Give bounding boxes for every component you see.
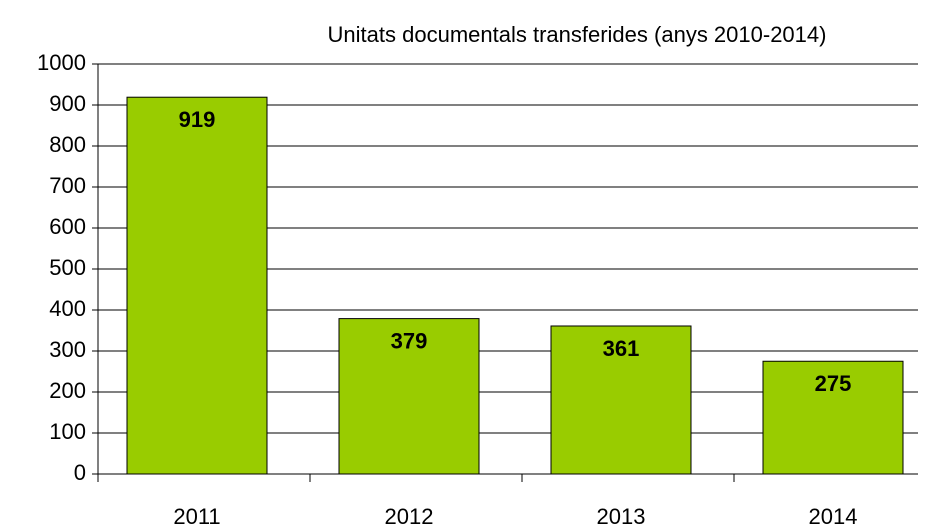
value-label: 919 (179, 107, 216, 132)
y-tick-label: 900 (49, 91, 86, 116)
y-tick-label: 700 (49, 173, 86, 198)
y-tick-label: 400 (49, 296, 86, 321)
bar (126, 96, 268, 475)
y-tick-label: 800 (49, 132, 86, 157)
x-tick-label: 2014 (809, 504, 858, 529)
value-label: 361 (603, 336, 640, 361)
y-tick-label: 300 (49, 337, 86, 362)
y-tick-label: 600 (49, 214, 86, 239)
x-tick-label: 2011 (173, 504, 220, 529)
bar (338, 318, 480, 475)
bar (762, 360, 904, 475)
y-tick-label: 1000 (37, 50, 86, 75)
chart-title: Unitats documentals transferides (anys 2… (328, 22, 827, 47)
value-label: 379 (391, 328, 428, 353)
x-tick-label: 2013 (597, 504, 646, 529)
bar (550, 325, 692, 475)
value-label: 275 (815, 371, 852, 396)
x-tick-label: 2012 (385, 504, 434, 529)
y-tick-label: 0 (74, 460, 86, 485)
y-tick-label: 100 (49, 419, 86, 444)
y-tick-label: 200 (49, 378, 86, 403)
y-tick-label: 500 (49, 255, 86, 280)
